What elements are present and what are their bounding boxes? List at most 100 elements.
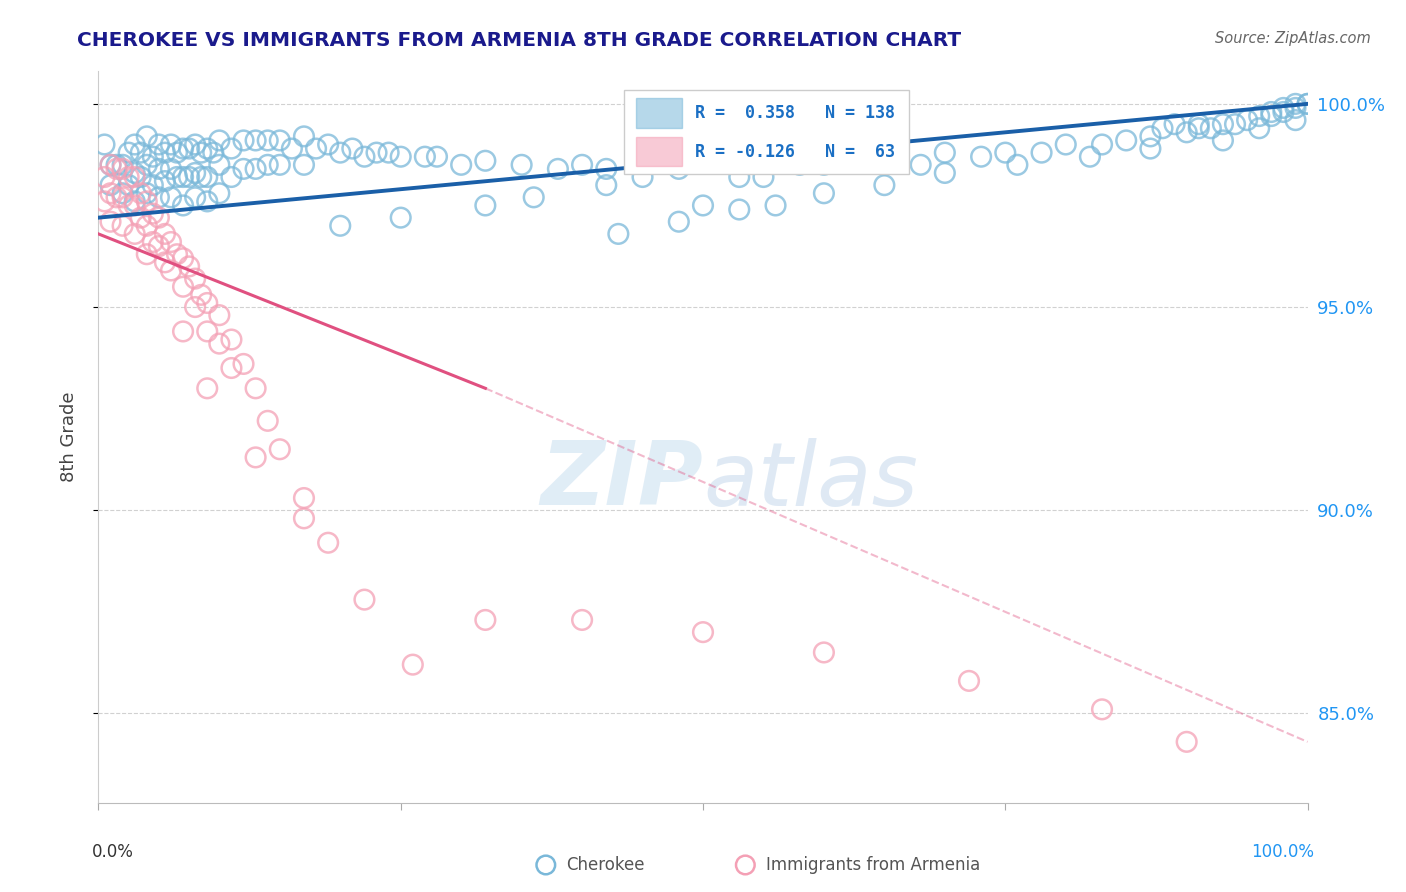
Point [153,145,176,160]
Text: 0.0%: 0.0% [93,843,134,861]
Point [232,133,254,147]
Point [873,178,896,193]
Point [281,142,304,156]
Point [179,260,201,274]
Point [190,169,212,184]
Point [142,178,165,193]
Point [100,215,122,229]
Point [329,145,352,160]
Point [668,215,690,229]
Point [292,491,315,505]
Point [232,357,254,371]
Point [692,625,714,640]
Point [934,145,956,160]
Point [1091,137,1114,152]
Point [111,161,134,176]
Point [190,145,212,160]
Point [208,133,231,147]
Point [994,145,1017,160]
Point [111,190,134,204]
Point [184,137,207,152]
Point [353,592,375,607]
FancyBboxPatch shape [637,137,682,167]
Point [124,137,146,152]
Point [813,158,835,172]
Point [595,178,617,193]
Point [256,158,278,172]
Point [1296,96,1319,111]
Point [142,206,165,220]
Point [208,336,231,351]
Point [184,300,207,314]
Point [166,247,188,261]
Point [607,227,630,241]
Point [957,673,980,688]
Point [474,613,496,627]
Point [1175,125,1198,139]
Text: ZIP: ZIP [540,437,703,524]
Point [413,150,436,164]
Point [190,288,212,302]
Point [148,161,170,176]
Point [813,186,835,201]
Point [172,279,194,293]
Point [1199,121,1222,136]
Point [184,166,207,180]
Point [135,247,157,261]
Point [571,613,593,627]
Point [1212,133,1234,147]
Point [202,145,225,160]
Point [100,186,122,201]
Point [118,145,141,160]
Point [118,169,141,184]
Point [172,169,194,184]
Point [1188,117,1211,131]
Point [849,153,872,168]
Point [142,150,165,164]
Point [111,219,134,233]
Point [221,142,243,156]
Point [221,169,243,184]
Point [1284,113,1306,128]
Point [135,158,157,172]
Point [1031,145,1053,160]
Text: CHEROKEE VS IMMIGRANTS FROM ARMENIA 8TH GRADE CORRELATION CHART: CHEROKEE VS IMMIGRANTS FROM ARMENIA 8TH … [77,31,962,50]
Point [1139,129,1161,144]
Point [135,129,157,144]
Point [292,129,315,144]
Point [148,190,170,204]
Point [426,150,449,164]
Point [245,381,267,395]
Point [728,169,751,184]
Point [728,202,751,217]
Point [148,239,170,253]
Point [510,158,533,172]
Point [153,227,176,241]
Point [135,186,157,201]
Text: Cherokee: Cherokee [567,856,645,874]
Point [1284,101,1306,115]
Point [124,198,146,212]
Point [105,161,128,176]
Point [1249,121,1271,136]
Point [124,169,146,184]
Point [910,158,932,172]
Point [366,145,388,160]
Point [129,169,152,184]
Point [160,235,183,249]
Point [1236,113,1258,128]
Point [184,271,207,285]
Text: Source: ZipAtlas.com: Source: ZipAtlas.com [1215,31,1371,46]
Point [166,169,188,184]
Point [208,308,231,322]
Point [342,142,364,156]
Point [474,198,496,212]
Point [305,142,328,156]
Point [93,194,115,209]
Point [124,166,146,180]
Point [934,166,956,180]
Point [970,150,993,164]
Point [135,194,157,209]
Point [547,161,569,176]
Point [135,219,157,233]
